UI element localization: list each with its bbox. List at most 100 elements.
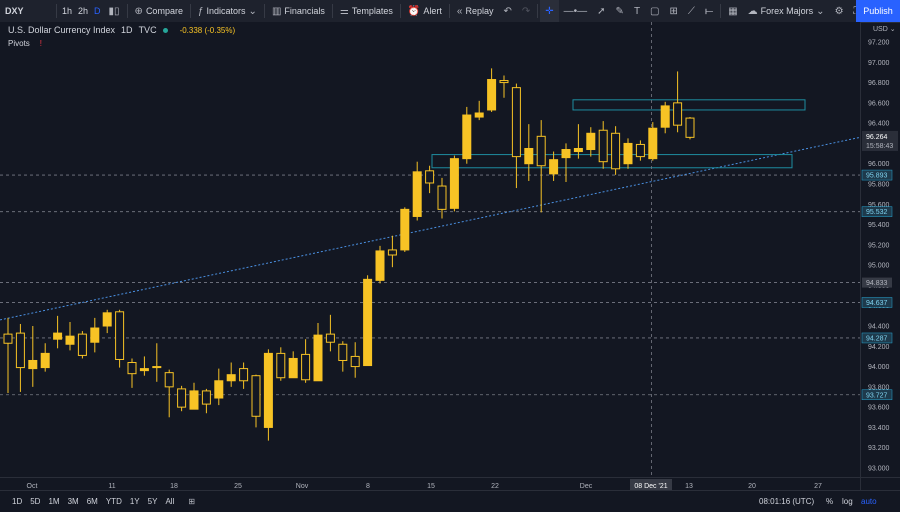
auto-toggle[interactable]: auto — [861, 497, 877, 506]
price-level-badge — [862, 277, 892, 288]
price-tick-label: 94.400 — [868, 324, 890, 331]
candle-body — [77, 333, 87, 356]
redo-button[interactable]: ↷ — [517, 0, 535, 22]
price-level-badge — [861, 389, 893, 401]
pivots-indicator[interactable]: Pivots ! — [8, 39, 42, 48]
price-chart[interactable]: USD ⌄97.20097.00096.80096.60096.40096.20… — [0, 22, 900, 490]
brush-tool[interactable]: ✎ — [611, 0, 629, 22]
time-tick-label: 20 — [748, 483, 756, 490]
candle-body — [549, 159, 559, 175]
replay-label: Replay — [465, 6, 494, 16]
crosshair-icon: ✛ — [545, 5, 554, 17]
time-tick-label: 22 — [491, 483, 499, 490]
candle-body — [115, 311, 125, 360]
candle-body — [214, 380, 224, 399]
candle-body — [598, 129, 608, 163]
candle-body — [288, 357, 298, 379]
candle-body — [201, 390, 211, 405]
replay-button[interactable]: «Replay — [452, 0, 499, 22]
price-level-badge — [861, 206, 893, 217]
price-level-label: 93.727 — [866, 392, 888, 399]
separator — [448, 4, 450, 18]
price-level-label: 94.287 — [866, 335, 888, 342]
interval-2h[interactable]: 2h — [75, 0, 91, 22]
alarm-clock-icon: ⏰ — [407, 5, 421, 17]
templates-button[interactable]: ⚌ Templates — [335, 0, 398, 22]
separator — [399, 4, 401, 18]
horizontal-levels — [0, 174, 860, 396]
separator — [537, 4, 539, 18]
price-tick-label: 93.400 — [868, 425, 890, 432]
time-tick-label: 8 — [366, 483, 370, 490]
candle-body — [152, 366, 162, 369]
range-button-3m[interactable]: 3M — [67, 497, 79, 506]
price-tick-label: 93.200 — [868, 445, 890, 452]
measure-icon: ⊞ — [669, 5, 678, 17]
utc-time[interactable]: 08:01:16 (UTC) — [759, 497, 815, 506]
interval-d[interactable]: D — [91, 0, 104, 22]
candle-body — [660, 105, 670, 128]
alert-button[interactable]: ⏰ Alert — [403, 0, 447, 22]
candle-body — [53, 332, 63, 340]
candle-body — [338, 343, 348, 361]
candle-body — [251, 375, 261, 417]
trendline-tool[interactable]: ⟋ — [683, 0, 700, 22]
publish-button[interactable]: Publish — [856, 0, 900, 22]
range-button-all[interactable]: All — [165, 497, 175, 506]
percent-toggle[interactable]: % — [826, 497, 834, 506]
goto-date-icon[interactable]: ⊞ — [188, 497, 196, 506]
alert-label: Alert — [423, 6, 442, 16]
candle-body — [635, 143, 645, 158]
candle-body — [90, 327, 100, 343]
candle-body — [139, 368, 149, 372]
range-button-5d[interactable]: 5D — [30, 497, 41, 506]
rectangle-tool[interactable]: ▢ — [645, 0, 664, 22]
layout-grid-button[interactable]: ▦ — [723, 0, 742, 22]
financials-button[interactable]: ▥ Financials — [267, 0, 330, 22]
range-button-6m[interactable]: 6M — [86, 497, 98, 506]
price-axis[interactable]: USD ⌄97.20097.00096.80096.60096.40096.20… — [861, 26, 898, 473]
chevron-down-icon: ⌄ — [248, 5, 257, 17]
top-toolbar: DXY 1h 2h D ▮▯ ⊕ Compare ƒ Indicators ⌄ ▥ Fi… — [0, 0, 900, 23]
hline-tool[interactable]: ⟝ — [700, 0, 718, 22]
layout-name-button[interactable]: ☁ Forex Majors ⌄ — [743, 0, 830, 22]
candle-body — [325, 333, 335, 343]
text-tool[interactable]: T — [629, 0, 645, 22]
candle-body — [400, 208, 410, 251]
rectangle-icon: ▢ — [650, 5, 660, 17]
crosshair-date-label: 08 Dec '21 — [634, 483, 667, 490]
candle-body — [127, 362, 137, 375]
price-tick-label: 94.200 — [868, 344, 890, 351]
log-toggle[interactable]: log — [842, 497, 853, 506]
candle-body — [511, 87, 521, 158]
resistance-zone-rectangle — [572, 99, 806, 111]
time-tick-label: 11 — [108, 483, 115, 490]
undo-button[interactable]: ↶ — [498, 0, 516, 22]
indicators-button[interactable]: ƒ Indicators ⌄ — [193, 0, 262, 22]
measure-tool[interactable]: ⊞ — [665, 0, 683, 22]
time-axis[interactable]: Oct 11 18 25 Nov 8 15 22 Dec 13 20 27 08 Dec '21 — [27, 479, 822, 490]
legend-title: U.S. Dollar Currency Index — [8, 25, 116, 35]
price-tick-label: 95.400 — [868, 222, 890, 229]
separator — [126, 4, 128, 18]
crosshair-tool[interactable]: ✛ — [540, 0, 559, 22]
grid-icon: ▦ — [728, 5, 738, 17]
cursor-tool[interactable]: ➚ — [592, 0, 610, 22]
chart-type-button[interactable]: ▮▯ — [104, 0, 125, 22]
settings-button[interactable]: ⚙ — [830, 0, 849, 22]
horizontal-line-tool[interactable]: —•— — [559, 0, 593, 22]
separator — [189, 4, 191, 18]
interval-1h[interactable]: 1h — [59, 0, 75, 22]
range-button-1m[interactable]: 1M — [48, 497, 60, 506]
range-button-1d[interactable]: 1D — [12, 497, 23, 506]
function-icon: ƒ — [197, 5, 204, 17]
range-button-ytd[interactable]: YTD — [105, 497, 122, 506]
range-button-5y[interactable]: 5Y — [147, 497, 158, 506]
indicators-label: Indicators — [206, 6, 246, 16]
range-button-1y[interactable]: 1Y — [129, 497, 140, 506]
legend-source: TVC — [138, 25, 157, 35]
candle-body — [536, 135, 546, 167]
candle-body — [313, 334, 323, 382]
compare-button[interactable]: ⊕ Compare — [130, 0, 188, 22]
symbol-search[interactable]: DXY — [0, 0, 54, 22]
